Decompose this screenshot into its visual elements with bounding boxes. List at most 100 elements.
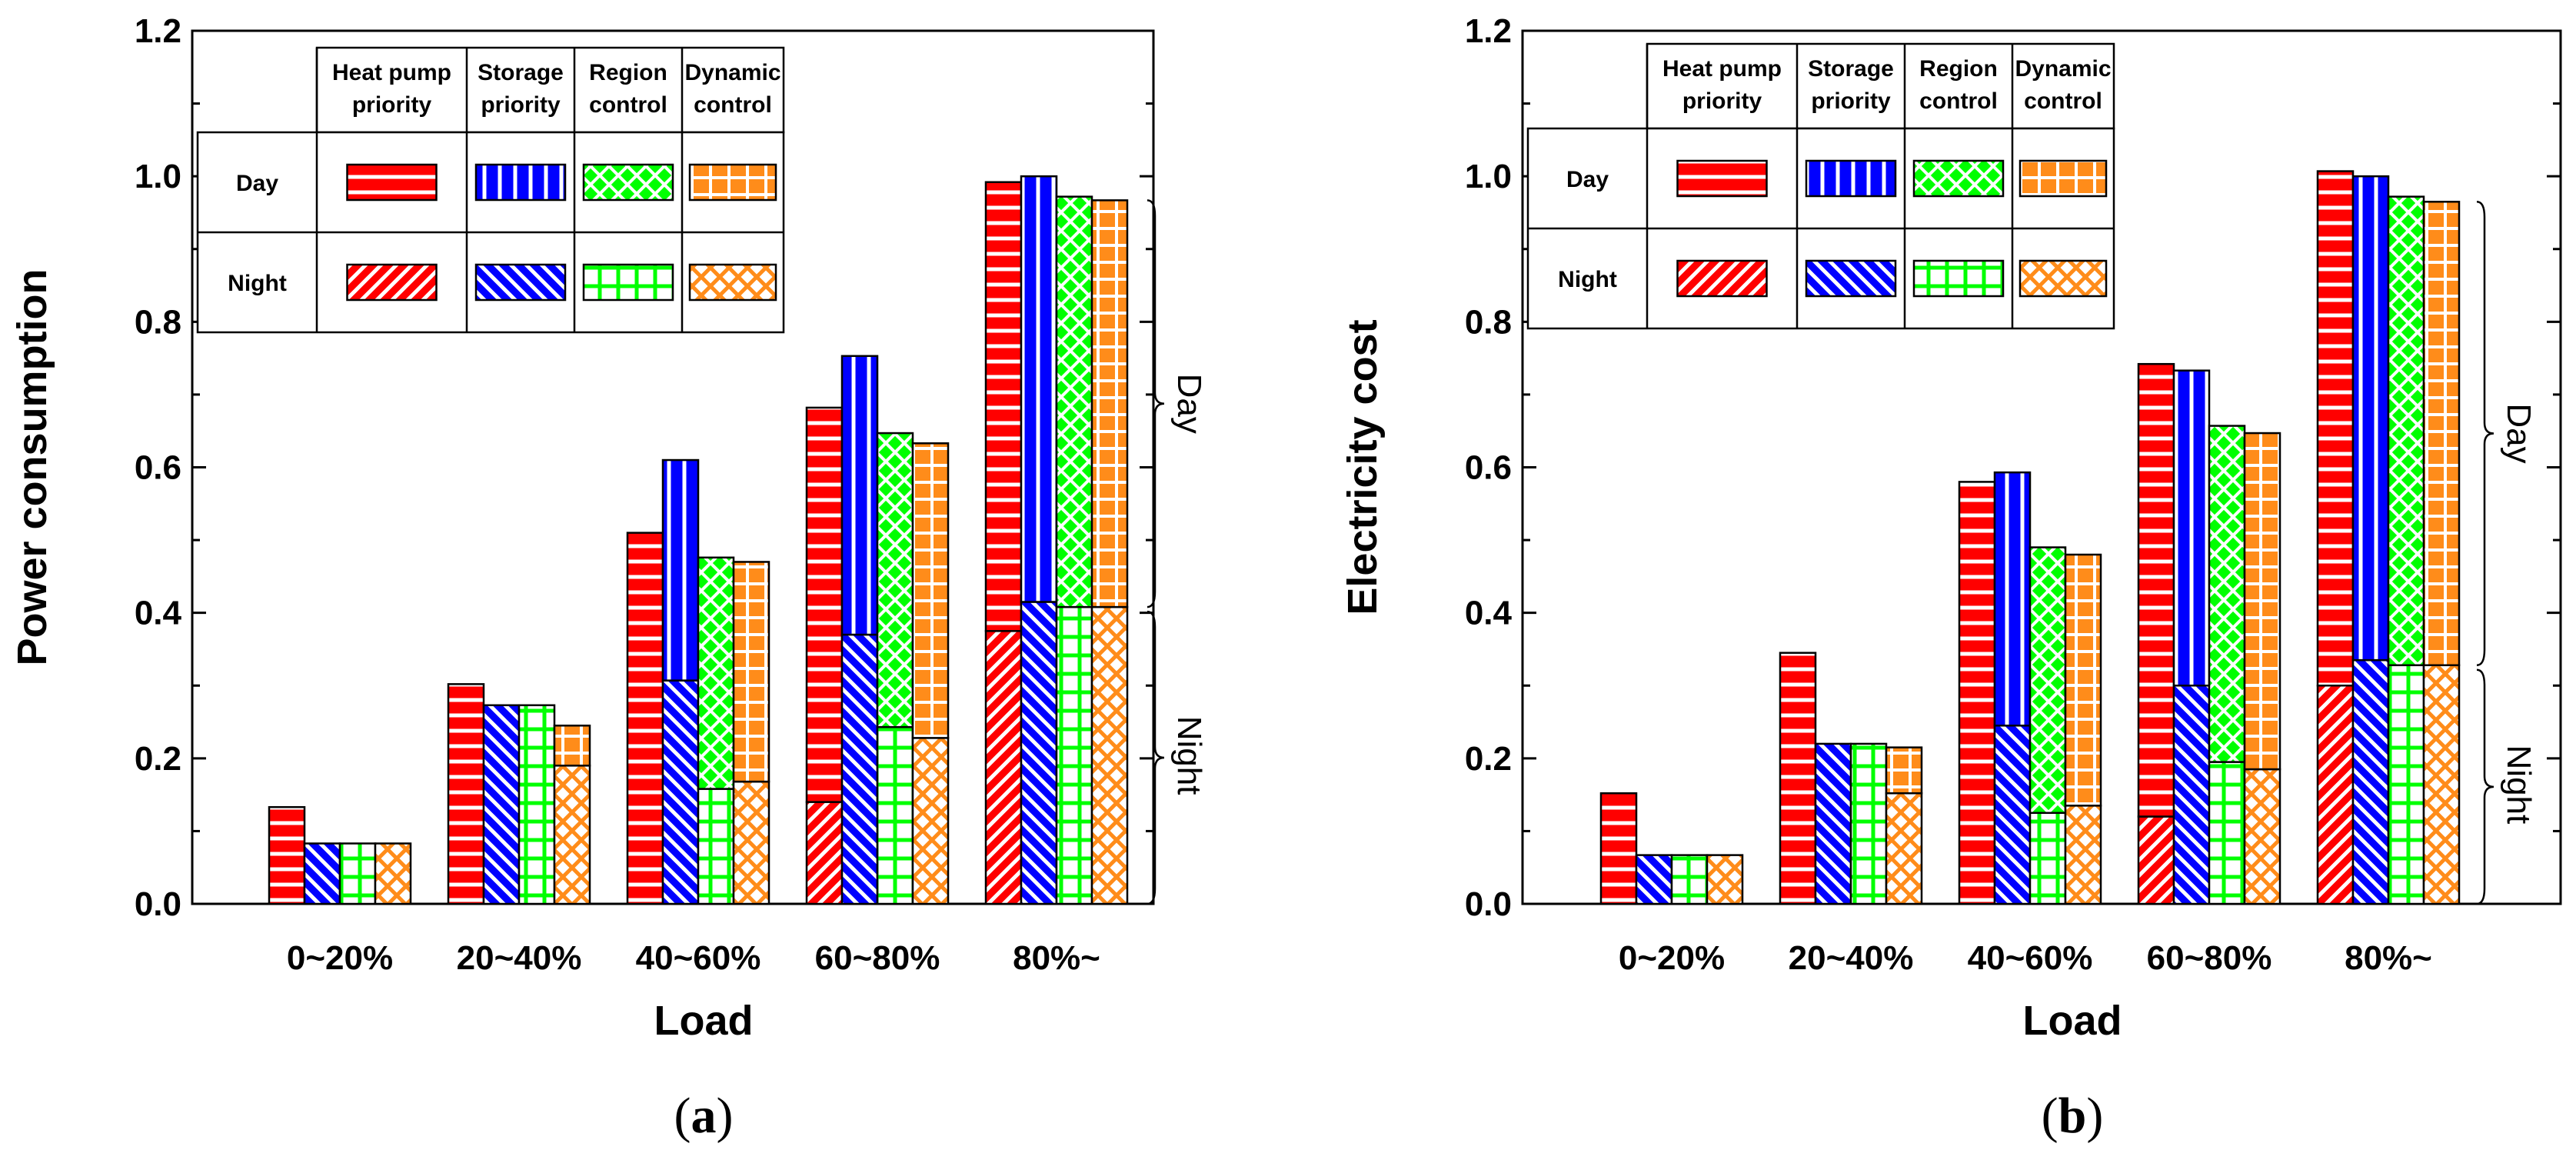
bar-region-control-night xyxy=(1849,742,1888,905)
panel-b: 0.0 0.2 0.4 0.6 0.8 1.0 1.2 0~20% 20~40% 40~60% 60… xyxy=(1340,12,2562,1144)
x-axis-label: Load xyxy=(654,998,754,1044)
bar-region-control-night xyxy=(2387,664,2425,905)
bar-region-control-day xyxy=(876,432,914,728)
night-brace-label: Night xyxy=(2500,745,2538,825)
y-tick-label: 0.0 xyxy=(1465,885,1512,923)
legend: Heat pump priority Storage priority Region co… xyxy=(196,46,785,334)
panel-a: 0.0 0.2 0.4 0.6 0.8 1.0 1.2 0~20% 20~40% 40~60% 60… xyxy=(9,12,1208,1144)
bar-heat-pump-priority-day xyxy=(1958,481,1996,905)
bar-storage-priority-day xyxy=(661,458,700,682)
bar-dynamic-control-day xyxy=(2064,553,2102,807)
bar-dynamic-control-day xyxy=(1885,746,1923,795)
y-tick-label: 1.2 xyxy=(1465,12,1512,50)
bar-region-control-night xyxy=(338,842,377,905)
bar-dynamic-control-night xyxy=(732,780,770,905)
x-tick-label: 60~80% xyxy=(815,939,940,977)
legend-column-header-line1: Region xyxy=(589,60,667,85)
bar-storage-priority-night xyxy=(2351,658,2390,905)
bar-heat-pump-priority-night xyxy=(2316,685,2355,905)
bar-storage-priority-day xyxy=(1993,471,2032,727)
legend-column-header-line1: Dynamic xyxy=(2015,56,2111,82)
bar-dynamic-control-night xyxy=(1090,605,1129,905)
bar-heat-pump-priority-day xyxy=(626,532,664,905)
panel-letter: a xyxy=(691,1088,717,1144)
bar-dynamic-control-day xyxy=(1090,199,1129,608)
bar-heat-pump-priority-day xyxy=(2316,170,2355,687)
day-brace-label: Day xyxy=(2500,403,2538,463)
night-brace-label: Night xyxy=(1170,716,1208,795)
bar-heat-pump-priority-day xyxy=(447,683,485,905)
bar-region-control-night xyxy=(1670,854,1709,905)
night-brace xyxy=(2476,668,2494,905)
legend-swatch-dynamic-control-day xyxy=(2019,159,2108,198)
legend-swatch-storage-priority-day xyxy=(1805,159,1897,198)
bar-region-control-night xyxy=(518,704,556,905)
x-tick-label: 80%~ xyxy=(2345,939,2432,977)
legend-swatch-storage-priority-night xyxy=(474,263,567,302)
bar-region-control-day xyxy=(697,556,735,790)
legend-swatch-heat-pump-priority-night xyxy=(346,263,438,302)
bar-heat-pump-priority-day xyxy=(2137,362,2175,818)
bar-heat-pump-priority-night xyxy=(984,630,1023,905)
bar-dynamic-control-night xyxy=(911,737,950,905)
x-tick-label: 20~40% xyxy=(457,939,582,977)
legend-column-header-line2: control xyxy=(694,92,772,118)
bar-dynamic-control-day xyxy=(553,725,591,767)
bar-storage-priority-night xyxy=(1020,601,1058,905)
y-tick-label: 1.0 xyxy=(1465,158,1512,195)
legend-column-header-line1: Heat pump xyxy=(1662,56,1782,82)
day-brace xyxy=(1147,199,1165,608)
legend-swatch-region-control-night xyxy=(582,263,674,302)
panel-letter: b xyxy=(2058,1088,2087,1144)
bar-dynamic-control-night xyxy=(2064,805,2102,905)
bar-storage-priority-day xyxy=(1020,175,1058,603)
bar-storage-priority-night xyxy=(840,633,879,905)
x-axis-label: Load xyxy=(2023,998,2122,1044)
bar-dynamic-control-night xyxy=(1885,792,1923,905)
legend-column-header-line1: Storage xyxy=(1808,56,1894,82)
legend-column-header-line2: priority xyxy=(352,92,432,118)
legend-swatch-region-control-night xyxy=(1912,259,2005,298)
y-tick-label: 1.2 xyxy=(135,12,181,50)
legend-swatch-heat-pump-priority-day xyxy=(1676,159,1768,198)
bar-heat-pump-priority-day xyxy=(984,181,1023,632)
y-tick-label: 0.8 xyxy=(135,303,181,341)
bar-heat-pump-priority-day xyxy=(1599,792,1638,905)
y-tick-label: 0.4 xyxy=(1465,595,1513,632)
bar-dynamic-control-night xyxy=(1706,854,1744,905)
bar-dynamic-control-night xyxy=(553,765,591,905)
legend-column-header-line2: priority xyxy=(1811,88,1891,114)
legend-swatch-dynamic-control-night xyxy=(688,263,777,302)
panel-label: (b) xyxy=(2042,1088,2104,1144)
bar-dynamic-control-day xyxy=(2243,432,2281,771)
x-tick-label: 40~60% xyxy=(1968,939,2093,977)
bar-heat-pump-priority-day xyxy=(268,805,306,905)
bar-region-control-day xyxy=(2029,546,2067,815)
x-tick-label: 40~60% xyxy=(636,939,761,977)
y-tick-label: 1.0 xyxy=(135,158,181,195)
bar-storage-priority-day xyxy=(2172,369,2211,687)
bar-region-control-night xyxy=(697,788,735,905)
legend-row-label-night: Night xyxy=(1558,267,1617,292)
bar-region-control-night xyxy=(876,725,914,905)
day-brace-label: Day xyxy=(1170,374,1208,434)
legend-column-header-line2: control xyxy=(1919,88,1998,114)
legend-row-label-day: Day xyxy=(236,171,278,196)
bar-storage-priority-night xyxy=(2172,685,2211,905)
y-tick-label: 0.6 xyxy=(135,449,181,487)
bar-storage-priority-night xyxy=(1993,725,2032,905)
legend-column-header-line1: Heat pump xyxy=(332,60,451,85)
bar-storage-priority-night xyxy=(1814,742,1852,905)
bar-storage-priority-day xyxy=(2351,175,2390,662)
bar-storage-priority-night xyxy=(661,679,700,905)
legend: Heat pump priority Storage priority Region co… xyxy=(1526,42,2115,330)
y-axis-label: Electricity cost xyxy=(1340,319,1386,615)
bar-dynamic-control-night xyxy=(2422,664,2461,905)
legend-swatch-storage-priority-day xyxy=(474,163,567,202)
legend-column-header-line1: Storage xyxy=(478,60,564,85)
y-tick-label: 0.6 xyxy=(1465,449,1512,487)
bar-storage-priority-night xyxy=(303,842,341,905)
legend-column-header-line2: control xyxy=(589,92,667,118)
legend-column-header-line2: priority xyxy=(481,92,561,118)
